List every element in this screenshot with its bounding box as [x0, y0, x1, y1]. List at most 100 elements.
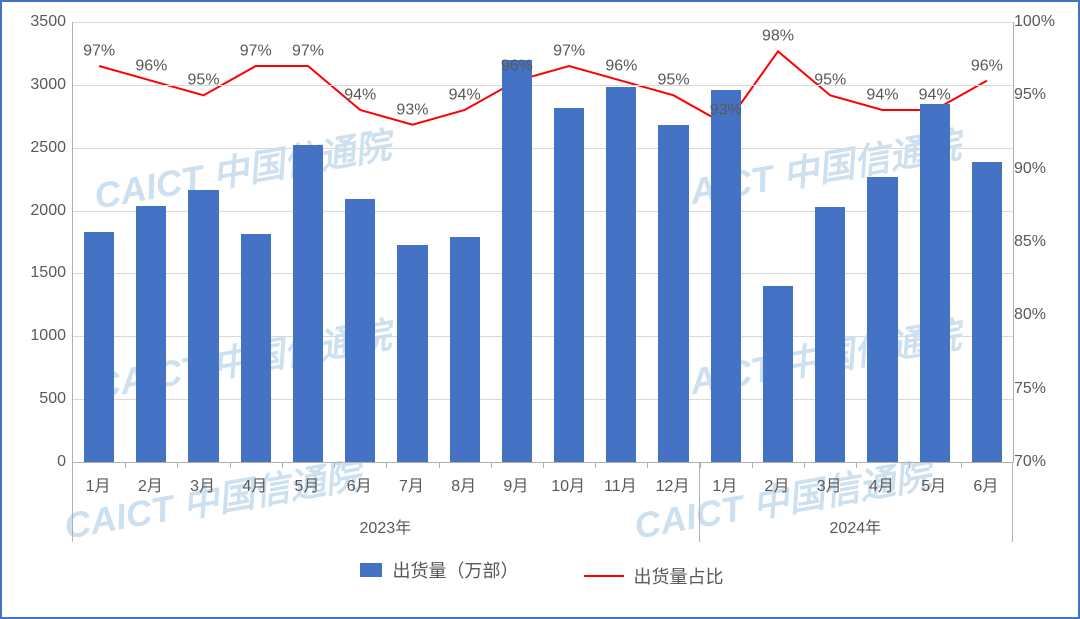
gridline [73, 22, 1013, 23]
line-value-label: 94% [866, 87, 898, 105]
x-month-label: 10月 [551, 472, 585, 496]
x-tick [334, 462, 335, 468]
legend-line: 出货量占比 [584, 563, 724, 589]
bar [554, 108, 584, 463]
x-tick [177, 462, 178, 468]
x-month-label: 2月 [765, 472, 790, 496]
bar [241, 234, 271, 462]
y-right-tick-label: 95% [1014, 86, 1074, 104]
y-left-tick-label: 2500 [6, 139, 66, 157]
x-tick [125, 462, 126, 468]
x-tick [856, 462, 857, 468]
bar [397, 245, 427, 462]
bar [920, 104, 950, 462]
bar [606, 87, 636, 462]
line-path [99, 51, 987, 124]
y-right-tick-label: 85% [1014, 233, 1074, 251]
legend-line-swatch [584, 575, 624, 577]
bar [293, 145, 323, 462]
x-month-label: 11月 [604, 472, 637, 496]
y-left-tick-label: 3000 [6, 76, 66, 94]
y-left-tick-label: 1500 [6, 264, 66, 282]
bar [450, 237, 480, 462]
x-month-label: 6月 [973, 472, 998, 496]
y-left-tick-label: 0 [6, 453, 66, 471]
line-value-label: 95% [658, 72, 690, 90]
y-left-tick-label: 500 [6, 390, 66, 408]
x-year-separator [72, 462, 73, 542]
y-left-tick-label: 1000 [6, 327, 66, 345]
line-value-label: 97% [292, 43, 324, 61]
x-year-separator [1012, 462, 1013, 542]
x-month-label: 2月 [138, 472, 163, 496]
x-month-label: 12月 [656, 472, 690, 496]
line-value-label: 97% [83, 43, 115, 61]
x-tick [752, 462, 753, 468]
line-value-label: 94% [449, 87, 481, 105]
bar [711, 90, 741, 462]
line-value-label: 93% [396, 101, 428, 119]
x-tick [595, 462, 596, 468]
bar [84, 232, 114, 462]
bar [345, 199, 375, 462]
y-left-tick-label: 2000 [6, 202, 66, 220]
x-month-label: 9月 [503, 472, 528, 496]
y-right-tick-label: 75% [1014, 380, 1074, 398]
x-month-label: 8月 [451, 472, 476, 496]
x-month-label: 7月 [399, 472, 424, 496]
x-tick [491, 462, 492, 468]
x-tick [386, 462, 387, 468]
x-year-label: 2023年 [360, 514, 412, 538]
x-tick [282, 462, 283, 468]
line-value-label: 96% [971, 57, 1003, 75]
x-tick [439, 462, 440, 468]
x-month-label: 3月 [190, 472, 215, 496]
y-right-tick-label: 70% [1014, 453, 1074, 471]
y-right-tick-label: 100% [1014, 13, 1074, 31]
x-tick [804, 462, 805, 468]
bar [763, 286, 793, 462]
line-value-label: 96% [501, 57, 533, 75]
y-right-tick-label: 90% [1014, 160, 1074, 178]
line-value-label: 96% [135, 57, 167, 75]
legend-line-label: 出货量占比 [634, 563, 724, 589]
x-month-label: 5月 [921, 472, 946, 496]
x-axis-years: 2023年 2024年 [72, 514, 1012, 542]
bar [658, 125, 688, 462]
plot-area: 97% 96% 95% 97% 97% 94% 93% 94% 96% 97% 96% 95% 93% 9… [72, 22, 1014, 463]
x-year-separator [699, 462, 700, 542]
line-value-label: 94% [344, 87, 376, 105]
line-value-label: 93% [710, 101, 742, 119]
line-value-label: 95% [188, 72, 220, 90]
x-month-label: 5月 [295, 472, 320, 496]
x-tick [647, 462, 648, 468]
legend: 出货量（万部） 出货量占比 [2, 557, 1080, 589]
x-month-label: 1月 [712, 472, 737, 496]
bar [972, 162, 1002, 462]
x-tick [543, 462, 544, 468]
y-right-tick-label: 80% [1014, 306, 1074, 324]
y-left-tick-label: 3500 [6, 13, 66, 31]
x-axis-months: 1月 2月 3月 4月 5月 6月 7月 8月 9月 10月 11月 12月 1月 2月 3月 4月 5月 6月 [72, 472, 1012, 500]
bar [867, 177, 897, 462]
line-value-label: 97% [240, 43, 272, 61]
x-month-label: 1月 [86, 472, 111, 496]
x-tick [961, 462, 962, 468]
line-value-label: 97% [553, 43, 585, 61]
bar [188, 190, 218, 462]
bar [815, 207, 845, 462]
line-value-label: 96% [605, 57, 637, 75]
bar [136, 206, 166, 462]
x-month-label: 6月 [347, 472, 372, 496]
chart-frame: CAICT 中国信通院CAICT 中国信通院CAICT 中国信通院CAICT 中… [0, 0, 1080, 619]
x-tick [230, 462, 231, 468]
legend-bar: 出货量（万部） [360, 557, 518, 583]
x-month-label: 4月 [869, 472, 894, 496]
x-month-label: 3月 [817, 472, 842, 496]
x-month-label: 4月 [242, 472, 267, 496]
x-year-label: 2024年 [830, 514, 882, 538]
bar [502, 60, 532, 462]
gridline [73, 148, 1013, 149]
legend-bar-label: 出货量（万部） [392, 557, 518, 583]
line-value-label: 98% [762, 28, 794, 46]
